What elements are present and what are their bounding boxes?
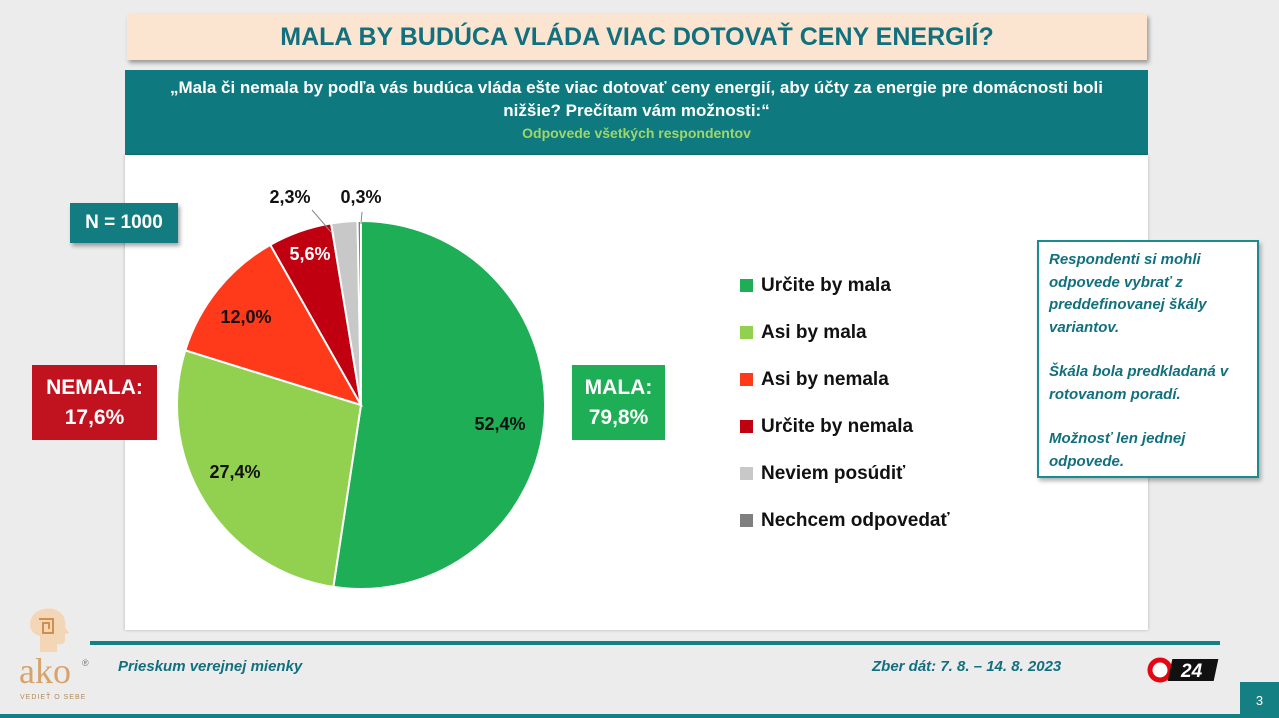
- legend-swatch: [740, 514, 753, 527]
- legend-label: Určite by nemala: [761, 415, 914, 437]
- legend-label: Neviem posúdiť: [761, 462, 906, 484]
- legend-item-1: Určite by mala: [740, 262, 950, 309]
- ako-wordmark: ako: [19, 651, 71, 691]
- legend-swatch: [740, 279, 753, 292]
- legend-label: Asi by mala: [761, 321, 867, 343]
- legend-item-6: Nechcem odpovedať: [740, 497, 950, 544]
- slice-value-label-5: 2,3%: [269, 187, 310, 207]
- mala-value: 79,8%: [588, 405, 649, 429]
- question-banner: „Mala či nemala by podľa vás budúca vlád…: [125, 70, 1148, 155]
- mala-summary-box: MALA: 79,8%: [572, 365, 665, 440]
- legend-swatch: [740, 467, 753, 480]
- head-profile-icon: [30, 608, 69, 652]
- legend-label: Asi by nemala: [761, 368, 889, 390]
- legend-swatch: [740, 373, 753, 386]
- tv24-logo: 24: [1147, 657, 1219, 683]
- legend-swatch: [740, 420, 753, 433]
- slice-value-label-2: 27,4%: [209, 462, 260, 482]
- legend-label: Nechcem odpovedať: [761, 509, 950, 531]
- note-paragraph-2: Škála bola predkladaná v rotovanom porad…: [1049, 363, 1229, 403]
- slice-value-label-3: 12,0%: [220, 307, 271, 327]
- leader-line-1: [311, 209, 332, 233]
- title-banner: MALA BY BUDÚCA VLÁDA VIAC DOTOVAŤ CENY E…: [127, 14, 1147, 60]
- question-text: „Mala či nemala by podľa vás budúca vlád…: [169, 78, 1103, 120]
- footer-divider: [90, 641, 1220, 645]
- chart-legend: Určite by mala Asi by mala Asi by nemala Ur…: [740, 262, 950, 544]
- ako-tagline: VEDIEŤ O SEBE: [20, 694, 87, 701]
- methodology-note: Respondenti si mohli odpovede vybrať z p…: [1037, 240, 1259, 478]
- sample-size-badge: N = 1000: [70, 203, 178, 243]
- legend-item-5: Neviem posúdiť: [740, 450, 950, 497]
- tv-channel-number: 24: [1180, 661, 1203, 682]
- slice-value-label-6: 0,3%: [340, 187, 381, 207]
- footer-collection-date: Zber dát: 7. 8. – 14. 8. 2023: [872, 658, 1062, 675]
- legend-label: Určite by mala: [761, 274, 891, 296]
- nemala-summary-box: NEMALA: 17,6%: [32, 365, 157, 440]
- page-number: 3: [1240, 682, 1279, 718]
- nemala-label: NEMALA:: [46, 375, 143, 399]
- legend-item-4: Určite by nemala: [740, 403, 950, 450]
- tv-badge-bg: [1167, 659, 1219, 681]
- tv-circle-icon: [1147, 657, 1173, 683]
- note-paragraph-1: Respondenti si mohli odpovede vybrať z p…: [1049, 251, 1207, 336]
- ako-logo: ako ® VEDIEŤ O SEBE: [15, 606, 89, 706]
- slice-value-label-4: 5,6%: [289, 244, 330, 264]
- slice-value-label-1: 52,4%: [474, 414, 525, 434]
- nemala-value: 17,6%: [64, 405, 125, 429]
- registered-mark: ®: [82, 658, 89, 668]
- note-paragraph-3: Možnosť len jednej odpovede.: [1049, 430, 1186, 470]
- pie-slice-2: [175, 349, 363, 589]
- pie-slice-3: [184, 243, 364, 407]
- pie-slice-1: [332, 219, 546, 590]
- legend-item-3: Asi by nemala: [740, 356, 950, 403]
- bottom-band: [0, 714, 1279, 718]
- footer-survey-label: Prieskum verejnej mienky: [118, 658, 303, 675]
- leader-line-2: [360, 211, 363, 225]
- legend-swatch: [740, 326, 753, 339]
- chart-subtitle: Odpovede všetkých respondentov: [522, 125, 751, 141]
- legend-item-2: Asi by mala: [740, 309, 950, 356]
- chart-title: MALA BY BUDÚCA VLÁDA VIAC DOTOVAŤ CENY E…: [280, 22, 994, 51]
- mala-label: MALA:: [584, 375, 653, 399]
